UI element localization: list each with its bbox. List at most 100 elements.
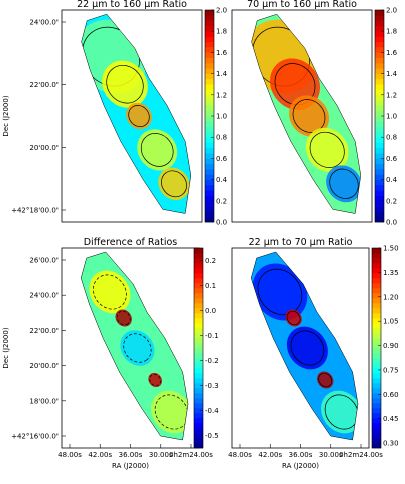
colorbar-segment bbox=[205, 89, 214, 96]
colorbar-segment bbox=[372, 353, 381, 359]
colorbar-segment bbox=[372, 338, 381, 344]
colorbar-segment bbox=[194, 263, 203, 269]
y-tick-label: 20'00.0" bbox=[29, 144, 59, 152]
colorbar-tick-label: 0.4 bbox=[216, 176, 228, 184]
colorbar-segment bbox=[375, 216, 384, 223]
colorbar-segment bbox=[205, 126, 214, 133]
heatmap-feature bbox=[288, 95, 330, 137]
y-axis-label: Dec (J2000) bbox=[2, 327, 10, 368]
colorbar-segment bbox=[205, 158, 214, 164]
colorbar-segment bbox=[194, 253, 203, 259]
colorbar-segment bbox=[194, 318, 203, 324]
colorbar-tick-label: 2.0 bbox=[386, 7, 397, 15]
colorbar-segment bbox=[375, 126, 384, 133]
x-tick-label: 48.00s bbox=[58, 451, 82, 459]
colorbar-frame bbox=[371, 247, 382, 449]
colorbar-segment bbox=[194, 373, 203, 379]
x-axis-label: RA (J2000) bbox=[282, 462, 319, 470]
colorbar-segment bbox=[372, 278, 381, 284]
colorbar-segment bbox=[205, 110, 214, 117]
colorbar-segment bbox=[372, 408, 381, 414]
colorbar-segment bbox=[194, 313, 203, 319]
colorbar-segment bbox=[205, 142, 214, 149]
colorbar-segment bbox=[375, 158, 384, 164]
colorbar-segment bbox=[205, 100, 214, 106]
contour-line bbox=[154, 394, 188, 430]
colorbar-segment bbox=[194, 388, 203, 394]
colorbar-segment bbox=[375, 121, 384, 127]
colorbar-segment bbox=[372, 258, 381, 264]
colorbar-segment bbox=[372, 273, 381, 279]
colorbar-segment bbox=[194, 368, 203, 374]
colorbar-tick-label: -0.3 bbox=[205, 382, 219, 390]
colorbar: 1.50 1.35 1.20 1.05 0.90 0.75 0.60 0.45 0.30 bbox=[371, 245, 399, 449]
contour-line bbox=[329, 168, 359, 199]
colorbar-segment bbox=[205, 36, 214, 43]
colorbar-segment bbox=[375, 84, 384, 90]
colorbar-segment bbox=[205, 121, 214, 127]
colorbar-tick-label: 1.8 bbox=[216, 28, 227, 36]
colorbar-segment bbox=[375, 211, 384, 217]
contour-line bbox=[149, 373, 162, 387]
x-axis-label: RA (J2000) bbox=[112, 462, 149, 470]
panel-2: 70 μm to 160 μm Ratio 0.0 0.2 0.4 0.6 0.8 1.0 1… bbox=[231, 0, 398, 227]
colorbar-segment bbox=[372, 308, 381, 314]
colorbar-segment bbox=[205, 47, 214, 53]
heatmap-feature bbox=[126, 102, 152, 130]
colorbar-segment bbox=[372, 253, 381, 259]
colorbar-segment bbox=[375, 41, 384, 48]
colorbar-segment bbox=[205, 179, 214, 186]
colorbar-tick-label: 0.0 bbox=[205, 307, 216, 315]
colorbar-segment bbox=[372, 443, 381, 449]
colorbar-segment bbox=[205, 20, 214, 27]
colorbar-segment bbox=[194, 378, 203, 384]
colorbar-segment bbox=[372, 333, 381, 339]
colorbar-segment bbox=[375, 73, 384, 80]
colorbar-segment bbox=[194, 333, 203, 339]
colorbar-segment bbox=[375, 20, 384, 27]
contour-line bbox=[93, 274, 127, 310]
colorbar-tick-label: 0.6 bbox=[216, 155, 228, 163]
colorbar-segment bbox=[194, 383, 203, 389]
colorbar-tick-label: 1.20 bbox=[383, 293, 399, 301]
colorbar-segment bbox=[194, 303, 203, 309]
colorbar-tick-label: 1.2 bbox=[216, 91, 227, 99]
contour-line bbox=[140, 133, 174, 167]
colorbar-segment bbox=[372, 373, 381, 379]
colorbar-segment bbox=[205, 169, 214, 175]
colorbar-segment bbox=[372, 403, 381, 409]
colorbar-segment bbox=[372, 288, 381, 294]
colorbar-tick-label: 1.6 bbox=[386, 49, 398, 57]
heatmap-feature bbox=[286, 326, 328, 370]
heatmap-feature bbox=[102, 60, 148, 108]
colorbar-tick-label: 0.45 bbox=[383, 415, 399, 423]
colorbar-segment bbox=[194, 328, 203, 334]
colorbar-tick-label: 0.2 bbox=[386, 197, 397, 205]
heatmap-feature bbox=[326, 165, 361, 203]
colorbar-segment bbox=[372, 348, 381, 354]
y-tick-label: 24'00.0" bbox=[29, 19, 59, 27]
colorbar-segment bbox=[205, 84, 214, 90]
colorbar-tick-label: 0.8 bbox=[386, 134, 397, 142]
colorbar-segment bbox=[375, 116, 384, 122]
colorbar-segment bbox=[372, 293, 381, 299]
colorbar-segment bbox=[194, 423, 203, 429]
contour-line bbox=[286, 310, 301, 326]
colorbar-segment bbox=[194, 283, 203, 289]
colorbar-tick-label: 0.60 bbox=[383, 391, 399, 399]
colorbar-segment bbox=[372, 378, 381, 384]
colorbar-segment bbox=[194, 338, 203, 344]
contour-line bbox=[161, 170, 187, 198]
colorbar-segment bbox=[194, 438, 203, 444]
colorbar-segment bbox=[205, 174, 214, 180]
colorbar-segment bbox=[372, 318, 381, 324]
colorbar-tick-label: 1.4 bbox=[216, 70, 228, 78]
colorbar-segment bbox=[372, 368, 381, 374]
colorbar-segment bbox=[375, 174, 384, 180]
strip-outline bbox=[81, 13, 192, 214]
heatmap-feature bbox=[321, 390, 358, 434]
colorbar-segment bbox=[194, 278, 203, 284]
heatmap-feature bbox=[137, 129, 178, 171]
colorbar-segment bbox=[205, 10, 214, 16]
